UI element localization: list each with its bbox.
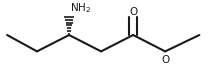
Text: O: O <box>129 7 137 17</box>
Text: O: O <box>161 55 169 65</box>
Text: NH$_2$: NH$_2$ <box>70 1 91 15</box>
